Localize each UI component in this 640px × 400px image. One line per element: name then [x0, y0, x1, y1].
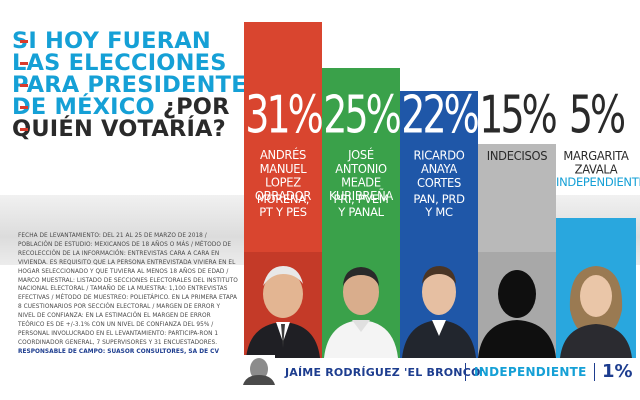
photo-amlo	[244, 252, 322, 358]
bar-anaya-value: 22%	[401, 85, 479, 145]
bar-amlo-name-2: MANUEL LOPEZ	[259, 161, 307, 190]
bar-zavala-party-1: INDEPENDIENTE	[556, 175, 640, 189]
bronco-value: 1%	[602, 361, 633, 382]
bar-amlo-value: 31%	[245, 85, 323, 145]
bar-indecisos: 15% INDECISOS	[478, 88, 558, 252]
bar-meade-name-2: MEADE	[341, 174, 381, 190]
bar-meade-party-2: Y PANAL	[338, 205, 384, 219]
bar-amlo-party: MORENA, PT Y PES	[244, 193, 322, 219]
bar-meade-name: JOSÉ ANTONIO MEADE KURIBREÑA	[322, 147, 400, 204]
methodology-text: FECHA DE LEVANTAMIENTO: DEL 21 AL 25 DE …	[18, 233, 238, 346]
bar-meade-party: PRI, PVEM Y PANAL	[322, 193, 400, 219]
photo-anaya	[400, 252, 478, 358]
methodology-note: FECHA DE LEVANTAMIENTO: DEL 21 AL 25 DE …	[18, 232, 238, 357]
title-line-1: SI HOY FUERAN	[12, 28, 211, 54]
bar-anaya-fill	[400, 91, 478, 252]
bar-meade-name-1: JOSÉ ANTONIO	[335, 147, 387, 176]
title-accent-5	[20, 128, 28, 131]
title-line-3: PARA PRESIDENTE	[12, 72, 247, 98]
bar-amlo-name-1: ANDRÉS	[259, 147, 307, 163]
bar-zavala-fill	[556, 218, 636, 252]
bar-meade-party-1: PRI, PVEM	[333, 192, 389, 206]
bar-meade-name-3: KURIBREÑA	[329, 188, 393, 204]
bar-anaya: 22% RICARDO ANAYA CORTES PAN, PRD Y MC	[400, 85, 480, 252]
bar-zavala-name: MARGARITA ZAVALA	[556, 149, 636, 176]
bar-amlo-name-3: OBRADOR	[254, 188, 312, 204]
title-line-4-question: ¿POR	[162, 94, 230, 120]
bronco-party: INDEPENDIENTE	[474, 365, 587, 379]
bronco-divider-2	[594, 363, 595, 381]
bar-anaya-name-3: CORTES	[416, 175, 462, 190]
title-accent-1	[20, 40, 28, 43]
bar-meade: 25% JOSÉ ANTONIO MEADE KURIBREÑA PRI, PV…	[322, 68, 402, 252]
bar-meade-value: 25%	[323, 85, 401, 145]
title-line-2: LAS ELECCIONES	[12, 50, 227, 76]
independent-candidate-band	[243, 358, 636, 385]
bar-zavala: 5% MARGARITA ZAVALA INDEPENDIENTE	[556, 88, 640, 252]
bar-amlo-name: ANDRÉS MANUEL LOPEZ OBRADOR	[244, 147, 322, 204]
title-accent-4	[20, 106, 28, 109]
title-line-4-blue: DE MÉXICO	[12, 94, 155, 120]
bar-anaya-party-1: PAN, PRD	[413, 192, 465, 206]
title-line-4: DE MÉXICO ¿POR	[12, 94, 257, 120]
bar-indecisos-name-1: INDECISOS	[486, 148, 548, 164]
bar-zavala-name-2: ZAVALA	[574, 161, 618, 177]
photo-zavala	[556, 252, 636, 358]
bar-anaya-name-1: RICARDO	[413, 147, 465, 163]
title-line-5: QUIÉN VOTARÍA?	[12, 116, 226, 142]
bar-zavala-value: 5%	[568, 85, 626, 145]
bar-anaya-party-2: Y MC	[425, 205, 453, 219]
bar-anaya-name: RICARDO ANAYA CORTES	[400, 149, 478, 190]
page-title: SI HOY FUERAN LAS ELECCIONES PARA PRESID…	[12, 28, 257, 142]
title-accent-2	[20, 62, 28, 65]
bar-amlo-party-2: PT Y PES	[259, 205, 307, 219]
photo-meade	[322, 252, 400, 358]
photo-bronco	[243, 355, 275, 385]
bar-zavala-party: INDEPENDIENTE	[556, 175, 640, 189]
bar-amlo-party-1: MORENA,	[256, 192, 310, 206]
methodology-responsible: RESPONSABLE DE CAMPO: SUASOR CONSULTORES…	[18, 348, 220, 355]
bar-anaya-party: PAN, PRD Y MC	[400, 193, 478, 219]
bar-meade-fill	[322, 68, 400, 252]
bar-amlo-fill	[244, 22, 322, 252]
photo-indecisos	[478, 252, 556, 358]
bronco-divider-1	[465, 363, 466, 381]
bar-indecisos-fill	[478, 144, 556, 252]
bar-amlo: 31% ANDRÉS MANUEL LOPEZ OBRADOR MORENA, …	[244, 22, 324, 252]
title-accent-3	[20, 84, 28, 87]
bronco-name: JAÍME RODRÍGUEZ 'EL BRONCO'	[285, 366, 485, 379]
bar-indecisos-value: 15%	[479, 85, 557, 145]
bar-anaya-name-2: ANAYA	[421, 161, 457, 177]
bar-zavala-name-1: MARGARITA	[563, 148, 629, 163]
bar-indecisos-name: INDECISOS	[478, 148, 556, 164]
